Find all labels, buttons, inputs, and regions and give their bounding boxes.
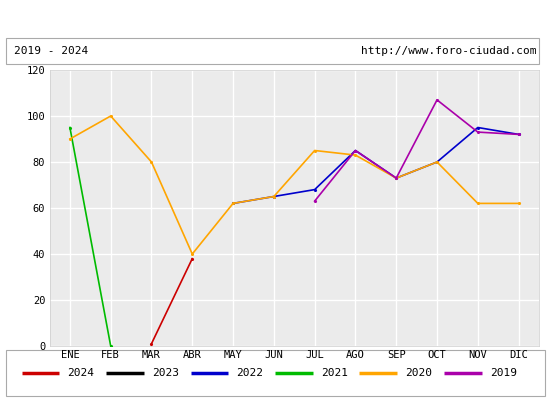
FancyBboxPatch shape	[6, 350, 544, 396]
Text: 2019 - 2024: 2019 - 2024	[14, 46, 88, 56]
Text: 2021: 2021	[321, 368, 348, 378]
FancyBboxPatch shape	[6, 38, 539, 64]
Text: 2024: 2024	[68, 368, 95, 378]
Text: 2023: 2023	[152, 368, 179, 378]
Text: 2019: 2019	[490, 368, 516, 378]
Text: Evolucion Nº Turistas Extranjeros en el municipio de Tocina: Evolucion Nº Turistas Extranjeros en el …	[17, 10, 533, 26]
Text: 2022: 2022	[236, 368, 263, 378]
Text: 2020: 2020	[405, 368, 432, 378]
Text: http://www.foro-ciudad.com: http://www.foro-ciudad.com	[361, 46, 536, 56]
